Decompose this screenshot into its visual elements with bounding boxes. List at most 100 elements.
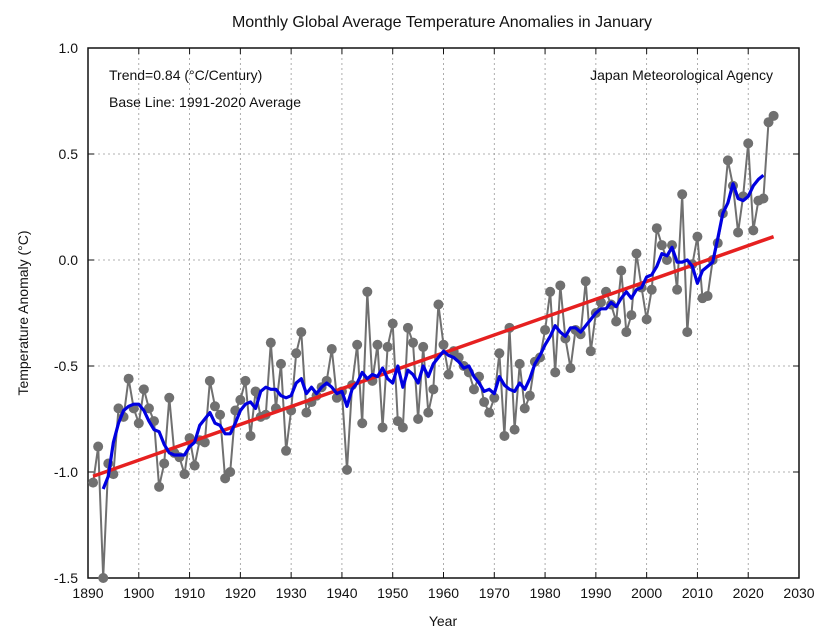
annual-point [301, 407, 312, 418]
annual-point [509, 424, 520, 435]
annual-point [159, 458, 170, 469]
x-tick-label: 1970 [479, 585, 510, 601]
annual-point [382, 341, 393, 352]
x-tick-label: 1910 [174, 585, 205, 601]
y-tick-label: 0.0 [59, 252, 79, 268]
annual-point [545, 286, 556, 297]
annual-point [428, 384, 439, 395]
series-annual [88, 110, 779, 583]
annual-point [281, 445, 292, 456]
annual-point [209, 401, 220, 412]
annual-point [372, 339, 383, 350]
annual-point [443, 369, 454, 380]
annual-point [143, 403, 154, 414]
annual-point [519, 403, 530, 414]
annual-point [357, 418, 368, 429]
annual-point [565, 363, 576, 374]
annual-point [402, 322, 413, 333]
annual-point [702, 291, 713, 302]
annual-point [133, 418, 144, 429]
trend-annotation: Trend=0.84 (°C/Century) [109, 67, 262, 83]
y-tick-label: -1.0 [54, 464, 78, 480]
annual-point [215, 409, 226, 420]
annual-point [631, 248, 642, 259]
annual-point [235, 394, 246, 405]
annual-point [611, 316, 622, 327]
trend-line [92, 235, 775, 478]
annual-point [377, 422, 388, 433]
annual-point [484, 407, 495, 418]
annual-point [204, 375, 215, 386]
x-tick-label: 1890 [72, 585, 103, 601]
annual-point [291, 348, 302, 359]
annual-point [225, 467, 236, 477]
x-axis-label: Year [429, 613, 458, 629]
annual-point [362, 286, 373, 297]
annual-point [682, 327, 693, 338]
annual-point [275, 358, 286, 369]
annual-point [758, 193, 769, 204]
annual-point [722, 155, 733, 166]
annual-point [692, 231, 703, 242]
x-tick-label: 2020 [733, 585, 764, 601]
annual-point [418, 341, 429, 352]
x-tick-label: 1960 [428, 585, 459, 601]
annual-point [641, 314, 652, 325]
x-tick-label: 1980 [529, 585, 560, 601]
annual-point [342, 464, 353, 475]
annual-point [113, 403, 124, 414]
annual-point [468, 384, 479, 395]
annual-point [479, 397, 490, 408]
annual-point [585, 346, 596, 357]
x-tick-label: 1900 [123, 585, 154, 601]
y-tick-label: 1.0 [59, 40, 79, 56]
y-axis-label: Temperature Anomaly (°C) [15, 230, 31, 395]
annual-point [123, 373, 134, 384]
annual-point [240, 375, 251, 386]
annual-point [189, 460, 200, 471]
x-tick-label: 2000 [631, 585, 662, 601]
annual-point [524, 390, 535, 401]
annual-point [138, 384, 149, 395]
x-tick-label: 2010 [682, 585, 713, 601]
annual-point [98, 573, 109, 583]
annual-point [397, 422, 408, 433]
annual-point [621, 327, 632, 338]
annual-point [748, 225, 759, 236]
x-tick-label: 1920 [225, 585, 256, 601]
annual-point [265, 337, 276, 348]
grid [88, 48, 799, 578]
annual-point [199, 437, 210, 448]
annual-point [580, 276, 591, 287]
smoothed-line [101, 173, 765, 490]
annual-point [296, 327, 307, 338]
annual-point [88, 477, 99, 488]
annual-point [651, 223, 662, 234]
annual-point [768, 110, 779, 121]
annual-point [667, 240, 678, 251]
annual-line [92, 115, 775, 579]
annual-point [245, 430, 256, 441]
annual-point [656, 240, 667, 251]
annual-point [514, 358, 525, 369]
y-tick-label: 0.5 [59, 146, 79, 162]
annual-point [555, 280, 566, 291]
annual-point [672, 284, 683, 295]
annual-point [550, 367, 561, 378]
annual-point [423, 407, 434, 418]
annual-point [499, 430, 510, 441]
annual-point [387, 318, 398, 329]
annual-point [540, 324, 551, 335]
y-tick-label: -0.5 [54, 358, 78, 374]
annual-point [413, 414, 424, 424]
annual-point [646, 284, 657, 295]
x-tick-label: 1930 [276, 585, 307, 601]
annual-point [408, 337, 419, 348]
annual-point [489, 392, 500, 403]
y-axis: -1.5 -1.0 -0.5 0.0 0.5 1.0 [54, 40, 799, 586]
series-smoothed [101, 173, 765, 490]
annual-point [93, 441, 104, 452]
x-tick-label: 1950 [377, 585, 408, 601]
series-trend [92, 235, 775, 478]
